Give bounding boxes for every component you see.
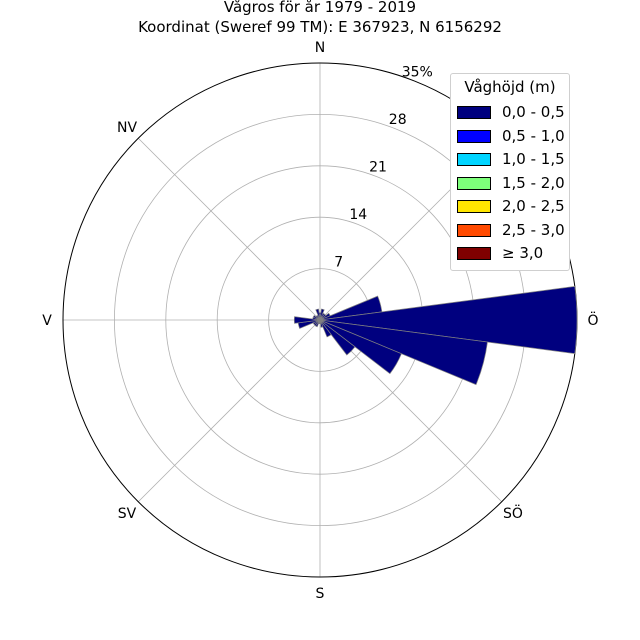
- direction-label: S: [316, 586, 325, 602]
- direction-label: SV: [118, 506, 137, 522]
- direction-label: V: [42, 313, 52, 329]
- legend-label: 0,5 - 1,0: [502, 126, 565, 145]
- bar-sector: [319, 286, 578, 354]
- legend-label: 1,5 - 2,0: [502, 173, 565, 192]
- direction-label: NV: [117, 120, 137, 136]
- direction-label: SÖ: [503, 504, 523, 522]
- bar-sector: [315, 308, 321, 321]
- radial-tick-label: 7: [334, 255, 343, 271]
- bar-sector: [319, 319, 402, 375]
- legend-label: 1,0 - 1,5: [502, 150, 565, 168]
- legend-label: 2,0 - 2,5: [502, 197, 565, 215]
- chart-title: Vågros för år 1979 - 2019: [223, 0, 417, 16]
- bar-sector: [319, 319, 488, 386]
- legend-swatch: [457, 129, 491, 143]
- wave-bars: [293, 286, 578, 386]
- legend-swatch: [457, 223, 491, 237]
- radial-tick-label: 35%: [402, 65, 433, 81]
- legend-swatch: [457, 153, 491, 166]
- direction-label: N: [315, 40, 325, 56]
- legend: Våghöjd (m) 0,0 - 0,5 0,5 - 1,0 1,0 - 1,5 1…: [450, 73, 570, 271]
- direction-label: Ö: [587, 311, 598, 329]
- spoke-line: [137, 137, 321, 321]
- legend-title: Våghöjd (m): [464, 78, 556, 96]
- radial-tick-label: 14: [349, 207, 367, 223]
- legend-label: 0,0 - 0,5: [502, 103, 565, 121]
- bar-sector: [293, 316, 321, 324]
- legend-swatch: [457, 176, 491, 190]
- legend-label: 2,5 - 3,0: [502, 220, 565, 239]
- legend-swatch: [457, 247, 491, 260]
- bar-sector: [319, 319, 356, 356]
- chart-subtitle: Koordinat (Sweref 99 TM): E 367923, N 61…: [138, 18, 502, 36]
- bar-sector: [319, 319, 332, 338]
- radial-tick-label: 21: [369, 160, 387, 176]
- legend-label: ≥ 3,0: [502, 244, 544, 262]
- bar-sector: [319, 319, 324, 328]
- spoke-line: [137, 319, 321, 503]
- legend-swatch: [457, 106, 491, 119]
- radial-tick-label: 28: [389, 112, 407, 128]
- legend-swatch: [457, 200, 491, 213]
